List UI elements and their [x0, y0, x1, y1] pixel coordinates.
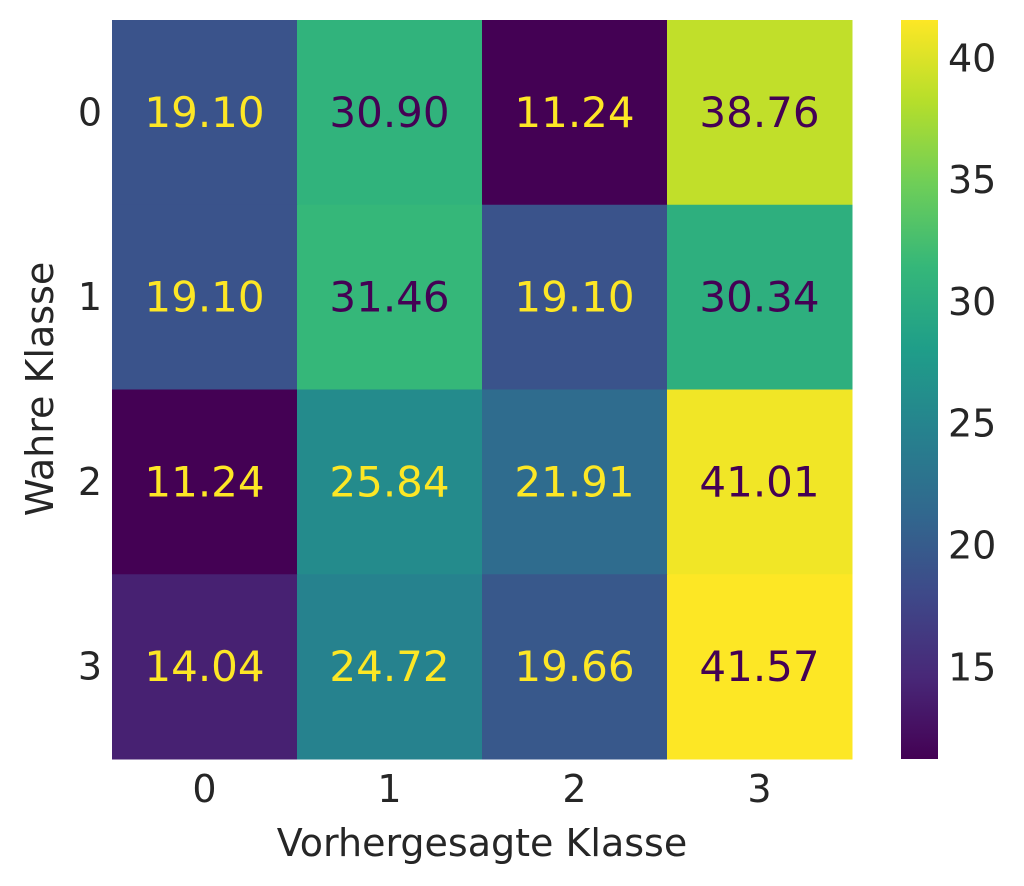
heatmap-cell: [482, 20, 668, 206]
heatmap-cell: [667, 389, 853, 575]
heatmap-cell: [667, 204, 853, 390]
cell-value-label: 21.91: [514, 457, 634, 506]
colorbar-tick-label: 15: [948, 645, 996, 689]
heatmap-cell: [482, 574, 668, 760]
heatmap-cell: [112, 204, 298, 390]
heatmap-cell: [667, 20, 853, 206]
cell-value-label: 19.10: [514, 273, 634, 322]
heatmap-cell: [112, 389, 298, 575]
x-tick-label: 0: [192, 767, 216, 811]
colorbar-ticks: 15 20 25 30 35 40: [948, 36, 996, 689]
heatmap-cells: 19.10 30.90 11.24 38.76 19.10 31.46 19.10 30.34…: [112, 20, 853, 760]
x-tick-label: 1: [377, 767, 401, 811]
cell-value-label: 24.72: [329, 642, 449, 691]
x-tick-label: 3: [747, 767, 771, 811]
cell-value-label: 14.04: [144, 642, 264, 691]
colorbar-tick-label: 35: [948, 158, 996, 202]
heatmap-cell: [112, 20, 298, 206]
x-tick-label: 2: [562, 767, 586, 811]
cell-value-label: 19.10: [144, 88, 264, 137]
heatmap-cell: [297, 204, 483, 390]
heatmap-cell: [667, 574, 853, 760]
colorbar-tick-label: 40: [948, 36, 996, 80]
cell-value-label: 19.66: [514, 642, 634, 691]
y-tick-label: 0: [78, 90, 102, 134]
cell-value-label: 38.76: [699, 88, 819, 137]
y-tick-label: 2: [78, 460, 102, 504]
heatmap-cell: [482, 204, 668, 390]
cell-value-label: 31.46: [329, 273, 449, 322]
heatmap-cell: [297, 574, 483, 760]
y-axis-label: Wahre Klasse: [18, 262, 62, 517]
cell-value-label: 25.84: [329, 457, 449, 506]
colorbar: [901, 20, 938, 759]
cell-value-label: 11.24: [144, 457, 264, 506]
cell-value-label: 30.34: [699, 273, 819, 322]
heatmap-cell: [297, 389, 483, 575]
cell-value-label: 11.24: [514, 88, 634, 137]
y-tick-label: 1: [78, 275, 102, 319]
colorbar-tick-label: 20: [948, 524, 996, 568]
cell-value-label: 41.01: [699, 457, 819, 506]
y-tick-label: 3: [78, 645, 102, 689]
x-axis-ticks: 0 1 2 3: [192, 767, 771, 811]
cell-value-label: 41.57: [699, 642, 819, 691]
colorbar-tick-label: 30: [948, 280, 996, 324]
heatmap-cell: [482, 389, 668, 575]
x-axis-label: Vorhergesagte Klasse: [277, 821, 687, 865]
y-axis-ticks: 0 1 2 3: [78, 90, 102, 688]
cell-value-label: 30.90: [329, 88, 449, 137]
cell-value-label: 19.10: [144, 273, 264, 322]
colorbar-tick-label: 25: [948, 402, 996, 446]
heatmap-cell: [297, 20, 483, 206]
heatmap-cell: [112, 574, 298, 760]
